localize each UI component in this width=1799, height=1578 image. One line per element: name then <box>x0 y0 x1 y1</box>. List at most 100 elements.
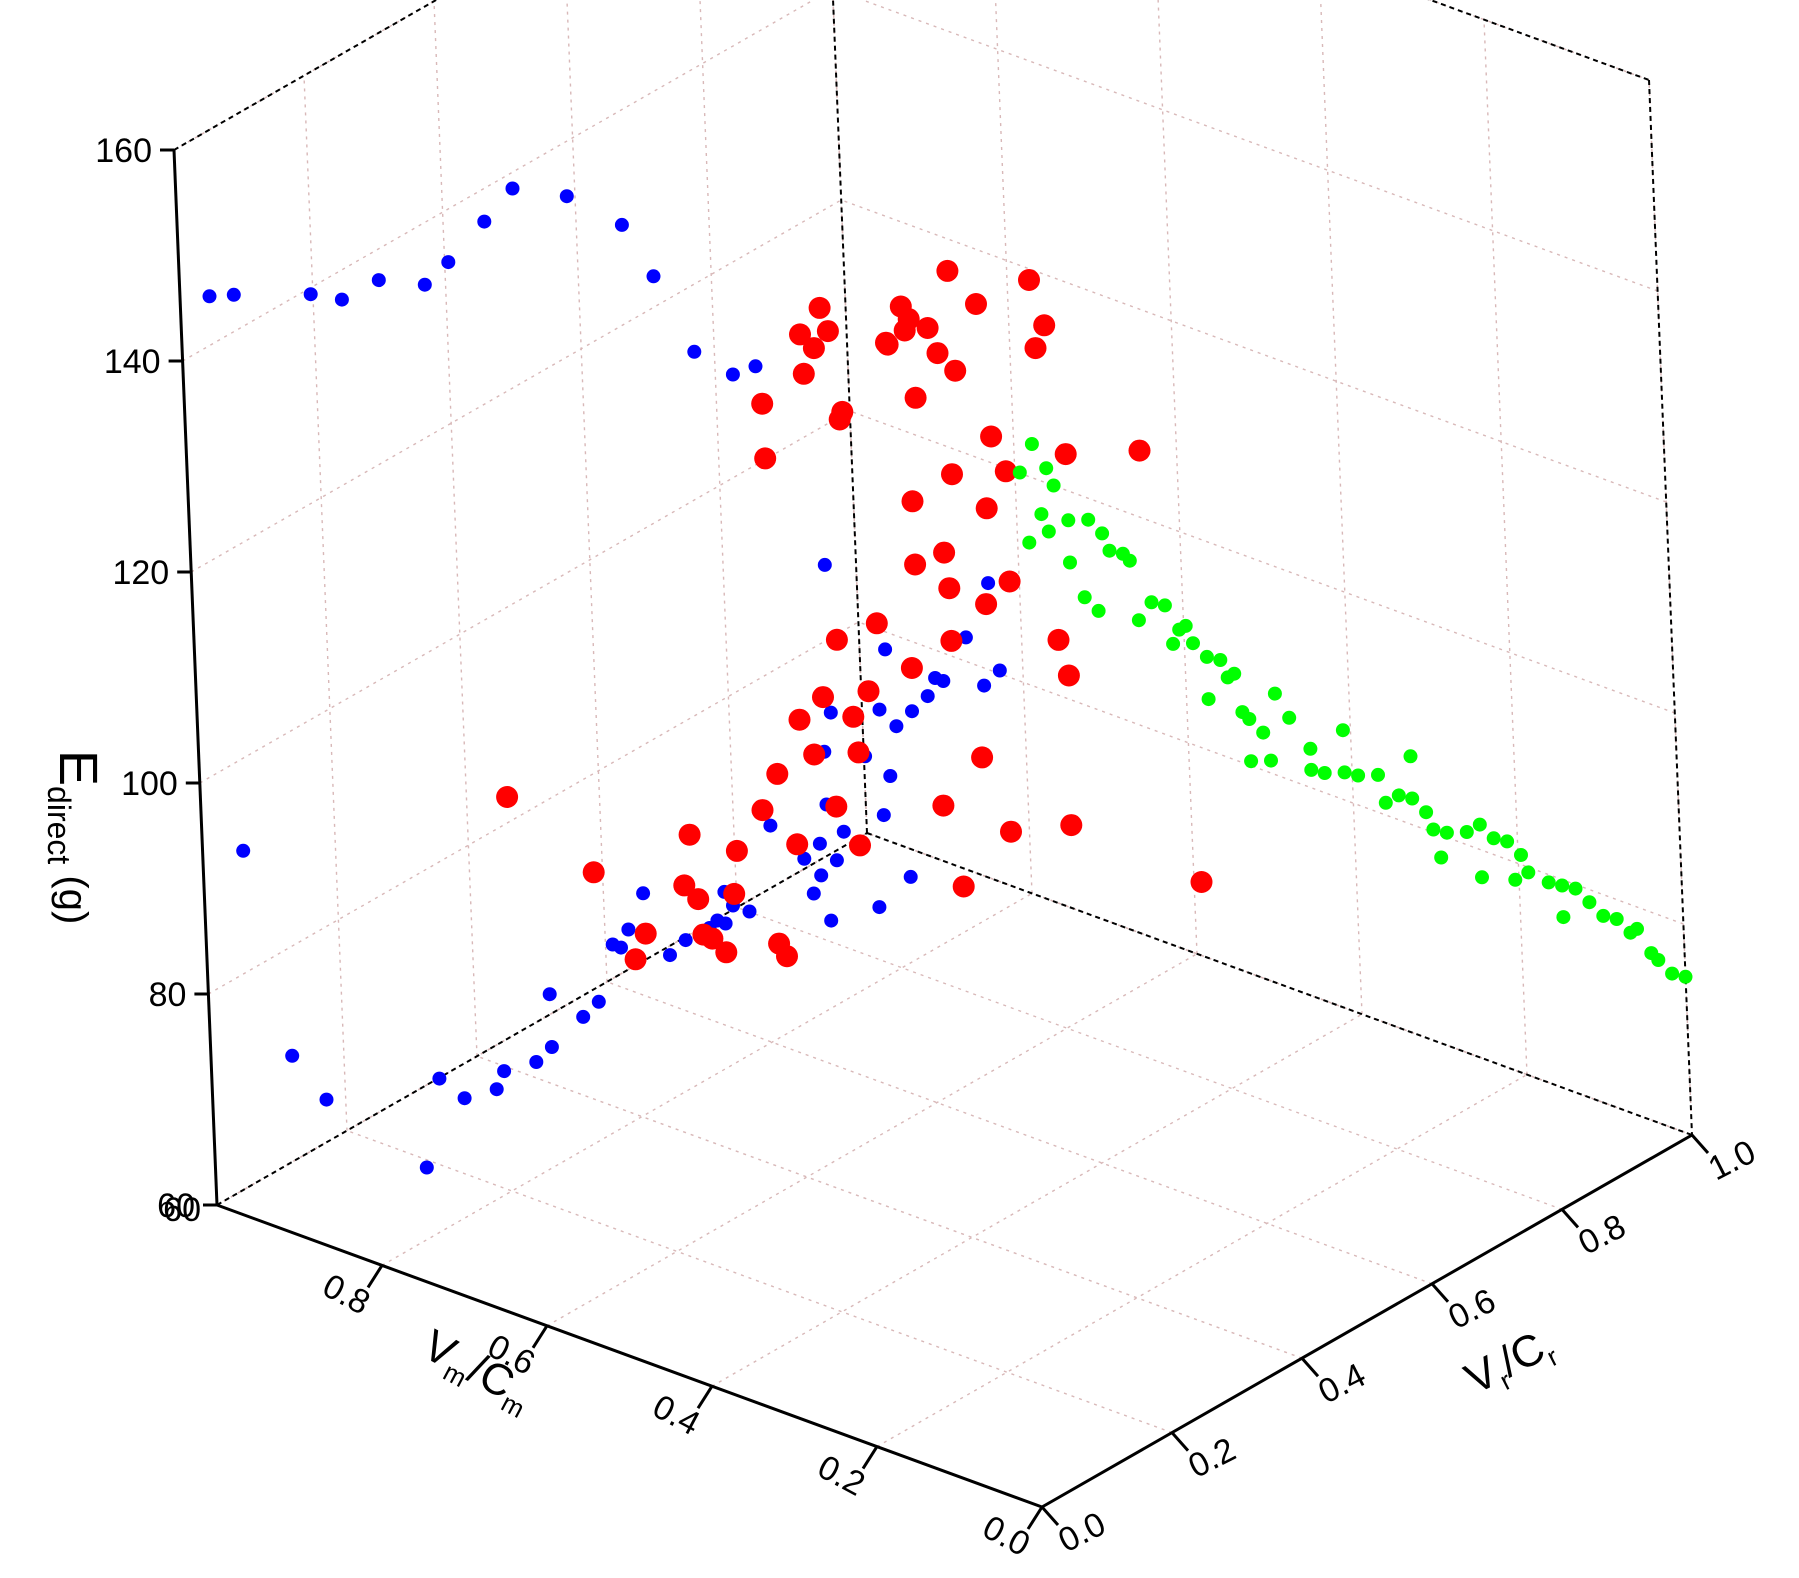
data-point-series-2 <box>1178 618 1193 633</box>
data-point-series-0 <box>505 181 520 196</box>
data-point-series-2 <box>1651 953 1666 967</box>
data-point-series-0 <box>614 217 629 232</box>
data-point-series-0 <box>823 705 838 720</box>
wall-grid-line <box>866 832 1693 1136</box>
data-point-series-0 <box>812 836 827 851</box>
frame-layer <box>173 0 1693 1206</box>
x-tick-mark <box>696 1385 714 1410</box>
data-point-series-0 <box>432 1071 447 1086</box>
data-point-series-1 <box>828 408 851 431</box>
data-point-series-1 <box>938 577 961 600</box>
data-point-series-2 <box>1077 590 1092 605</box>
data-point-series-0 <box>742 904 757 919</box>
y-tick-mark <box>1560 1208 1580 1229</box>
floor-grid-line <box>346 1129 1173 1434</box>
wall-grid-line <box>182 0 815 362</box>
z-tick-label: 80 <box>149 976 187 1014</box>
data-point-series-2 <box>1609 912 1624 926</box>
corner-tick-label: 60 <box>163 1191 201 1229</box>
data-point-series-0 <box>226 287 241 302</box>
data-point-series-1 <box>916 317 939 339</box>
floor-grid-line <box>736 906 1563 1211</box>
data-point-series-2 <box>1434 850 1449 865</box>
data-point-series-1 <box>980 425 1003 448</box>
x-axis-line <box>216 1203 1043 1509</box>
data-point-series-1 <box>940 629 963 652</box>
data-point-series-1 <box>975 593 998 616</box>
data-point-series-2 <box>1213 653 1228 667</box>
data-point-series-1 <box>932 794 955 817</box>
data-point-series-2 <box>1337 765 1352 780</box>
z-axis-title: Edirect (g) <box>41 750 108 924</box>
data-point-series-0 <box>663 948 677 963</box>
floor-grid-line <box>606 981 1433 1285</box>
data-point-series-2 <box>1024 437 1039 451</box>
data-point-series-1 <box>952 875 975 898</box>
data-point-series-0 <box>621 922 636 937</box>
data-point-series-2 <box>1144 595 1159 610</box>
data-point-series-2 <box>1405 791 1420 806</box>
data-point-series-0 <box>763 818 778 833</box>
z-axis-line <box>172 149 219 1206</box>
data-point-series-1 <box>751 392 774 415</box>
data-point-series-1 <box>766 762 789 785</box>
data-point-series-2 <box>1371 767 1385 782</box>
data-point-series-1 <box>1018 269 1040 291</box>
data-point-series-0 <box>559 189 574 204</box>
data-point-series-2 <box>1439 825 1454 840</box>
data-point-series-2 <box>1630 921 1644 936</box>
data-point-series-0 <box>529 1055 544 1069</box>
y-tick-label: 0.2 <box>1182 1430 1241 1485</box>
data-point-series-2 <box>1678 969 1693 984</box>
y-tick-mark <box>1040 1506 1060 1526</box>
data-point-series-0 <box>981 576 996 591</box>
wall-grid-line <box>1157 0 1198 954</box>
data-point-series-1 <box>751 799 774 822</box>
y-tick-mark <box>1300 1357 1320 1378</box>
data-point-series-0 <box>814 868 829 883</box>
data-point-series-2 <box>1403 749 1418 764</box>
data-point-series-0 <box>817 557 832 572</box>
frame-edge <box>1648 79 1693 1136</box>
data-point-series-1 <box>971 746 994 769</box>
data-point-series-1 <box>582 861 605 884</box>
data-point-series-2 <box>1521 865 1536 880</box>
data-point-series-1 <box>634 922 657 945</box>
data-point-series-2 <box>1665 966 1680 981</box>
wall-grid-line <box>566 0 608 982</box>
data-point-series-0 <box>678 933 693 948</box>
y-axis-line <box>1041 1133 1693 1509</box>
data-point-series-1 <box>825 795 848 818</box>
data-point-series-2 <box>1244 754 1259 769</box>
data-point-series-2 <box>1157 598 1172 613</box>
wall-grid-line <box>190 199 842 573</box>
data-point-series-2 <box>1351 768 1366 783</box>
wall-grid-line <box>433 1 478 1057</box>
data-point-series-2 <box>1186 636 1200 651</box>
data-point-series-0 <box>419 1160 434 1175</box>
data-point-series-2 <box>1426 822 1441 837</box>
data-point-series-1 <box>1047 628 1070 651</box>
data-point-series-0 <box>542 987 557 1002</box>
data-point-series-0 <box>992 663 1007 678</box>
data-point-series-0 <box>285 1048 300 1063</box>
data-point-series-2 <box>1391 788 1406 803</box>
data-point-series-1 <box>678 823 701 846</box>
data-point-series-1 <box>802 337 825 360</box>
data-point-series-2 <box>1061 513 1076 528</box>
data-point-series-2 <box>1227 666 1242 681</box>
data-point-series-1 <box>788 708 811 731</box>
data-point-series-2 <box>1166 636 1181 651</box>
data-point-series-2 <box>1034 507 1049 522</box>
data-point-series-1 <box>624 948 647 971</box>
y-axis-title: Vr/Cr <box>1457 1319 1563 1409</box>
wall-grid-line <box>1483 19 1528 1075</box>
data-point-series-0 <box>797 851 812 866</box>
data-point-series-1 <box>1128 439 1151 462</box>
data-point-series-2 <box>1335 723 1350 738</box>
wall-grid-line <box>208 621 859 995</box>
data-point-series-1 <box>789 323 811 346</box>
data-point-series-1 <box>496 786 519 808</box>
data-point-series-1 <box>687 888 710 911</box>
